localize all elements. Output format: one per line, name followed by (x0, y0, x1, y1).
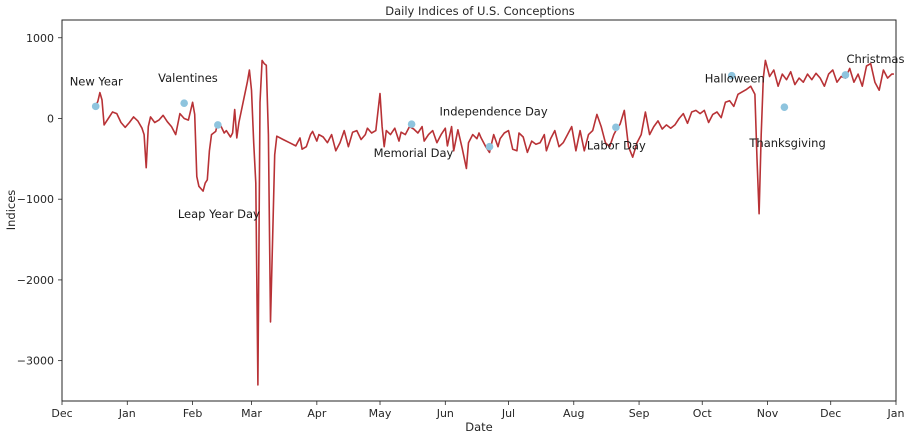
x-tick-label: Nov (757, 407, 779, 420)
x-tick-label: Mar (241, 407, 262, 420)
holiday-marker (485, 142, 494, 151)
x-tick-label: Sep (629, 407, 650, 420)
x-axis-title: Date (465, 420, 493, 434)
holiday-marker (407, 120, 416, 128)
y-tick-label: −3000 (17, 355, 54, 368)
y-axis-title: Indices (4, 190, 18, 231)
x-tick-label: Jan (118, 407, 136, 420)
holiday-marker (180, 99, 188, 107)
holiday-marker (91, 102, 100, 111)
x-tick-label: Oct (693, 407, 713, 420)
x-tick-label: Aug (563, 407, 584, 420)
holiday-label: Labor Day (587, 138, 646, 152)
holiday-marker (841, 71, 850, 79)
y-axis: 1000 0 −1000 −2000 −3000 (17, 32, 62, 368)
x-tick-label: Jun (436, 407, 454, 420)
holiday-label: Memorial Day (374, 146, 454, 160)
chart-title: Daily Indices of U.S. Conceptions (385, 4, 574, 18)
holiday-label: Christmas (846, 52, 904, 66)
y-tick-label: 1000 (26, 32, 54, 45)
holiday-label: Valentines (158, 71, 218, 85)
x-tick-label: Apr (307, 407, 327, 420)
x-tick-label: Jan (887, 407, 905, 420)
x-tick-label: Dec (51, 407, 72, 420)
holiday-label: Leap Year Day (178, 207, 260, 221)
holiday-label: Thanksgiving (748, 136, 825, 150)
x-axis: Dec Jan Feb Mar Apr May Jun Jul Aug Sep Oct Nov Dec J… (51, 401, 905, 420)
holiday-label: Independence Day (440, 105, 548, 119)
holiday-marker (612, 123, 620, 132)
holiday-marker (727, 71, 736, 80)
plot-area: New Year Valentines Leap Year Day Memorial … (70, 52, 904, 386)
holiday-marker (214, 121, 222, 129)
holiday-label: Halloween (705, 72, 765, 86)
x-tick-label: May (369, 407, 392, 420)
y-tick-label: −2000 (17, 274, 54, 287)
x-tick-label: Jul (501, 407, 515, 420)
axes-frame (61, 19, 897, 402)
y-tick-label: −1000 (17, 193, 54, 206)
x-tick-label: Dec (820, 407, 841, 420)
holiday-label: New Year (70, 74, 123, 88)
holiday-marker (780, 103, 789, 111)
y-tick-label: 0 (47, 112, 54, 125)
x-tick-label: Feb (183, 407, 202, 420)
